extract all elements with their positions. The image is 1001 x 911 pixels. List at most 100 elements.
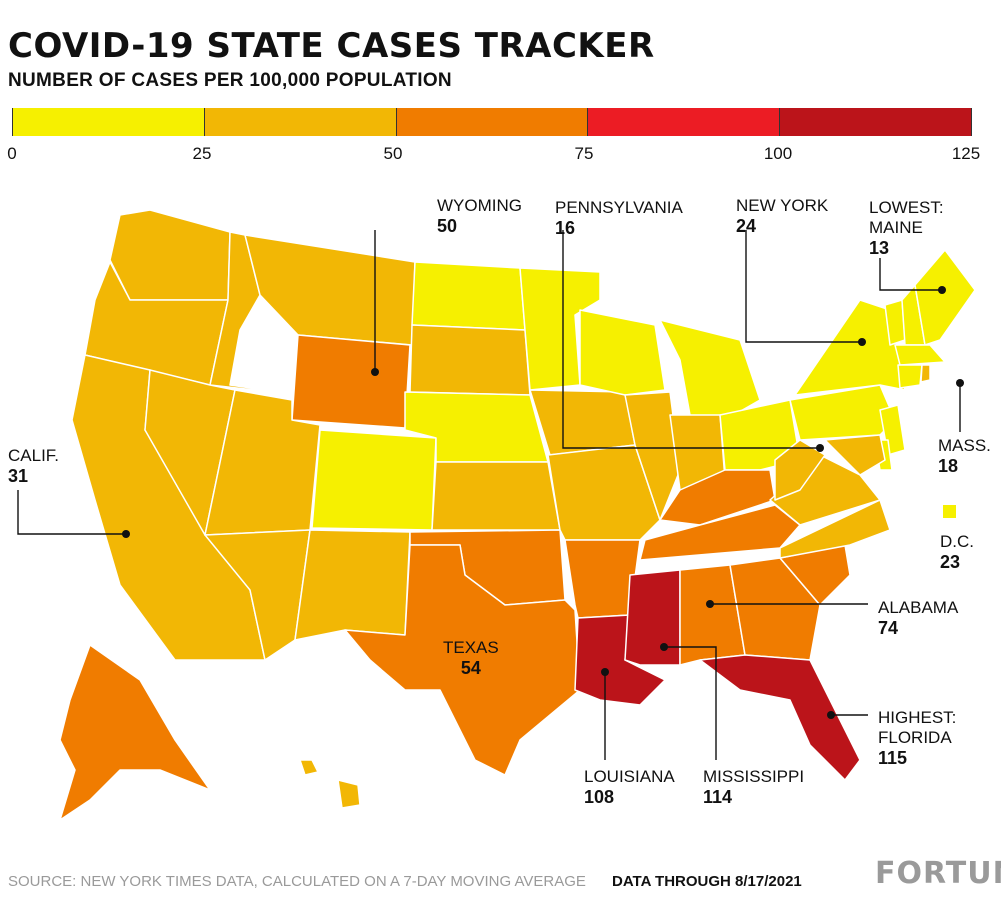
label-pennsylvania: PENNSYLVANIA 16 (555, 198, 683, 238)
data-date-note: DATA THROUGH 8/17/2021 (612, 873, 802, 890)
label-value: 108 (584, 787, 615, 807)
label-name: MAINE (869, 218, 923, 237)
label-name: LOUISIANA (584, 767, 675, 786)
state-massachusetts (894, 344, 946, 366)
page-title: COVID-19 STATE CASES TRACKER (8, 26, 655, 66)
label-louisiana: LOUISIANA 108 (584, 767, 675, 807)
legend-bin-75-100 (588, 108, 781, 136)
label-value: 13 (869, 238, 890, 258)
label-name: D.C. (940, 532, 974, 551)
legend-ticks: 0 25 50 75 100 125 (0, 144, 1001, 168)
label-name: NEW YORK (736, 196, 829, 215)
legend-bin-50-75 (396, 108, 589, 136)
leader-calif (17, 490, 126, 535)
dot-mississippi (660, 643, 668, 651)
legend-tick: 25 (192, 144, 212, 163)
state-georgia (729, 557, 821, 661)
dc-marker (943, 505, 956, 518)
label-name: PENNSYLVANIA (555, 198, 683, 217)
leader-maine (879, 258, 942, 291)
label-value: 18 (938, 456, 959, 476)
legend-tick: 125 (951, 144, 981, 163)
legend-tick: 100 (763, 144, 793, 163)
label-value: 23 (940, 552, 961, 572)
label-value: 114 (703, 787, 733, 807)
state-hawaii (299, 759, 319, 776)
dot-pennsylvania (816, 444, 824, 452)
state-iowa (529, 389, 636, 456)
label-name: WYOMING (437, 196, 522, 215)
state-montana (244, 234, 416, 346)
label-name: LOWEST: (869, 198, 944, 217)
legend-bin-25-50 (204, 108, 397, 136)
label-maine: LOWEST: MAINE 13 (869, 198, 944, 258)
leader-mississippi (664, 646, 717, 760)
label-value: 115 (878, 748, 908, 768)
brand-logo: FORTUNE (875, 856, 1001, 891)
state-texas (344, 544, 581, 776)
state-florida (699, 654, 861, 781)
leader-newyork (745, 230, 862, 343)
dot-newyork (858, 338, 866, 346)
dot-wyoming (371, 368, 379, 376)
label-value: 50 (437, 216, 458, 236)
label-value: 74 (878, 618, 899, 638)
label-alabama: ALABAMA 74 (878, 598, 958, 638)
state-maine (914, 249, 976, 346)
dot-florida (827, 711, 835, 719)
state-hawaii-big-island (337, 779, 361, 809)
state-michigan (659, 319, 761, 421)
label-dc: D.C. 23 (940, 532, 974, 572)
legend-tick: 75 (574, 144, 594, 163)
label-value: 31 (8, 466, 29, 486)
label-wyoming: WYOMING 50 (437, 196, 522, 236)
dot-mass (956, 379, 964, 387)
legend-bin-100-125 (780, 108, 972, 136)
dot-maine (938, 286, 946, 294)
state-connecticut (897, 364, 923, 389)
label-name: MISSISSIPPI (703, 767, 805, 786)
dot-louisiana (601, 668, 609, 676)
state-northdakota (411, 261, 526, 331)
label-name: HIGHEST: (878, 708, 957, 727)
label-name: ALABAMA (878, 598, 959, 617)
label-florida: HIGHEST: FLORIDA 115 (878, 708, 956, 768)
label-calif: CALIF. 31 (8, 446, 59, 486)
page-subtitle: NUMBER OF CASES PER 100,000 POPULATION (8, 70, 452, 91)
state-mississippi (624, 569, 681, 666)
state-washington (109, 209, 231, 301)
state-arizona (204, 529, 311, 661)
leader-pennsylvania (562, 230, 820, 449)
state-northcarolina (779, 499, 891, 559)
dot-calif (122, 530, 130, 538)
label-value: 16 (555, 218, 576, 238)
state-kansas (431, 461, 561, 531)
label-mass: MASS. 18 (938, 436, 991, 476)
state-illinois (624, 391, 681, 521)
state-southdakota (409, 324, 531, 396)
state-colorado (311, 429, 437, 531)
label-texas: TEXAS 54 (443, 638, 499, 678)
legend-bin-0-25 (12, 108, 205, 136)
legend-tick: 50 (383, 144, 403, 163)
source-note: SOURCE: NEW YORK TIMES DATA, CALCULATED … (8, 873, 586, 890)
label-value: 54 (460, 658, 481, 678)
state-newmexico (294, 529, 411, 641)
state-wisconsin (579, 309, 666, 396)
state-alaska (59, 644, 211, 821)
state-wyoming (291, 334, 411, 429)
label-name: TEXAS (443, 638, 499, 657)
state-minnesota (519, 267, 601, 391)
state-rhodeisland (920, 364, 931, 383)
label-name: MASS. (938, 436, 991, 455)
legend-tick: 0 (7, 144, 17, 163)
dot-alabama (706, 600, 714, 608)
color-legend (12, 108, 972, 136)
state-maryland (824, 434, 886, 476)
label-name: CALIF. (8, 446, 60, 465)
label-value: 24 (736, 216, 757, 236)
state-westvirginia (774, 439, 826, 501)
label-newyork: NEW YORK 24 (736, 196, 828, 236)
label-name: FLORIDA (878, 728, 952, 747)
